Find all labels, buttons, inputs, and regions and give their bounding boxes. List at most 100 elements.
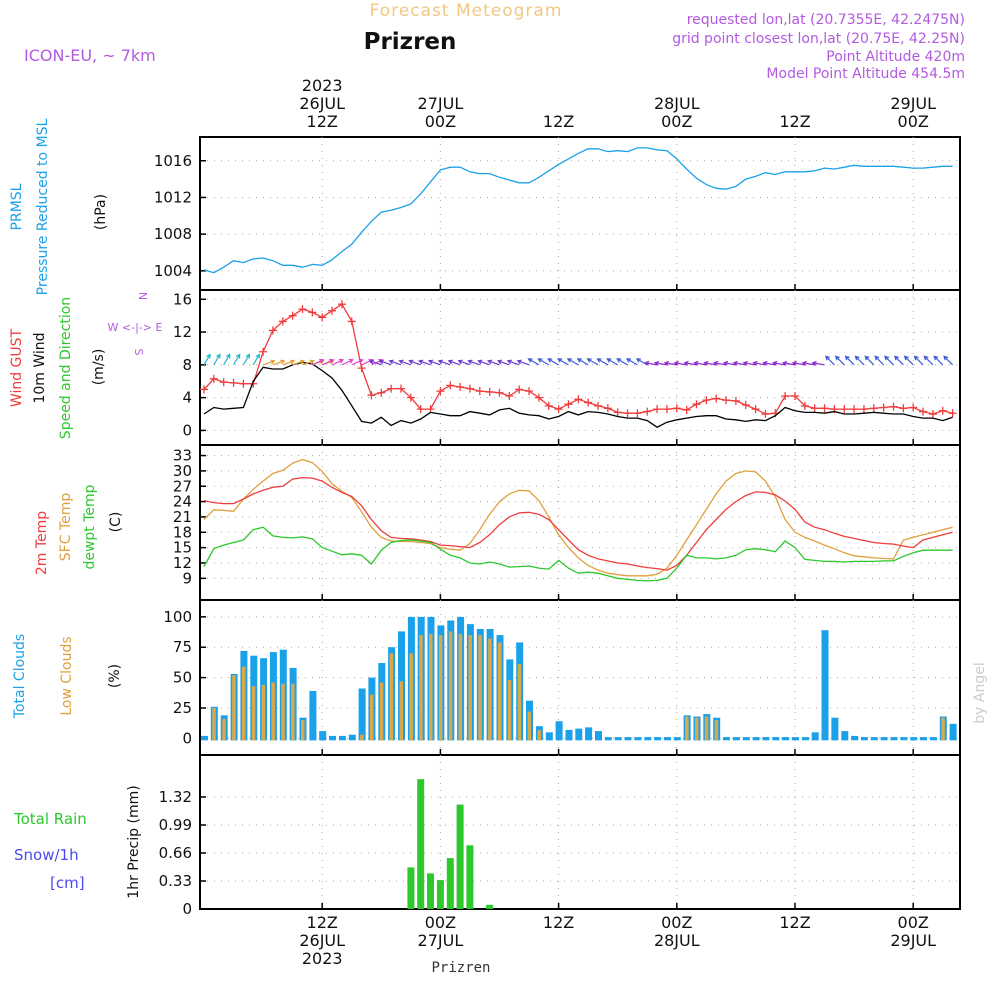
wind-arrow-head (527, 358, 533, 363)
pressure-line (203, 147, 953, 274)
wind-arrow (438, 360, 451, 366)
total-cloud-bar (821, 630, 829, 741)
wind-arrow-head (663, 360, 669, 366)
gust-marker (702, 396, 711, 405)
wind-arrow-head (844, 355, 850, 361)
wind-arrow (802, 362, 815, 366)
gust-marker (889, 402, 898, 411)
low-cloud-bar (714, 720, 719, 741)
grid-coords: grid point closest lon,lat (20.75E, 42.2… (672, 31, 965, 47)
gust-marker (928, 410, 937, 419)
gust-marker (298, 305, 307, 314)
low-cloud-bar (222, 718, 226, 741)
wind-arrow-head (408, 359, 414, 365)
low-cloud-bar (409, 653, 413, 741)
wind-arrow-head (319, 358, 325, 364)
low-cloud-bar (379, 682, 384, 741)
gust-marker (899, 404, 908, 413)
gust-marker (328, 306, 337, 315)
wind-arrow-head (586, 358, 592, 363)
gust-marker (367, 391, 376, 400)
total-cloud-bar (338, 735, 346, 741)
total-cloud-bar (929, 737, 937, 741)
y-tick-label: 1008 (154, 225, 192, 243)
gust-marker (879, 403, 888, 412)
gust-marker (347, 317, 356, 326)
rain-bar (466, 845, 474, 909)
bottom-axis-label: 12Z (543, 913, 574, 932)
low-cloud-bar (389, 653, 394, 741)
wind-arrow-head (270, 359, 276, 365)
wind-arrow (674, 362, 687, 366)
total-cloud-bar (329, 735, 336, 741)
bottom-axis-label: 00Z (661, 913, 692, 932)
gust-marker (682, 405, 691, 414)
gust-marker (219, 378, 228, 387)
gust-marker (859, 405, 868, 414)
gust-marker (288, 311, 297, 320)
gust-marker (800, 401, 809, 410)
low-cloud-bar (448, 631, 453, 741)
gust-marker (377, 388, 386, 397)
wind-arrow (341, 359, 354, 366)
gust-marker (318, 313, 327, 322)
gust-marker (465, 384, 474, 393)
wind-arrow (626, 358, 638, 366)
gust-label: Wind GUST (9, 328, 25, 407)
wind-arrow-head (437, 359, 443, 365)
top-axis-label: 00Z (898, 112, 929, 131)
total-cloud-bar (910, 737, 918, 741)
y-tick-label: 0.33 (159, 872, 192, 890)
wind-arrow-head (791, 360, 797, 366)
y-tick-label: 9 (182, 569, 192, 587)
wind-arrow-head (427, 359, 434, 365)
wind-arrow (223, 354, 231, 366)
wind-arrow-head (487, 359, 493, 365)
gust-marker (456, 382, 465, 391)
point-altitude: Point Altitude 420m (826, 49, 965, 65)
low-cloud-bar (419, 635, 423, 741)
wind-arrow (704, 362, 717, 366)
wind-arrow (517, 360, 530, 366)
wind-arrow-head (834, 355, 840, 361)
wind-arrow-head (290, 359, 296, 365)
wind-arrow-head (576, 358, 582, 363)
wind-arrow (864, 355, 875, 366)
y-tick-label: 75 (173, 638, 192, 656)
low-cloud-bar (369, 694, 374, 741)
total-clouds-label: Total Clouds (12, 634, 28, 719)
dewpt-label: dewpt Temp (82, 484, 98, 569)
wind-arrow-head (811, 360, 817, 366)
gust-marker (564, 400, 573, 409)
gust-marker (633, 409, 642, 418)
total-cloud-bar (880, 737, 888, 741)
wind-arrow-head (299, 359, 306, 365)
gust-marker (731, 396, 740, 405)
rain-bar (436, 880, 444, 909)
rain-bar (407, 867, 415, 909)
y-tick-label: 0 (182, 729, 192, 747)
gust-marker (722, 396, 731, 405)
wind-arrow-head (557, 358, 563, 363)
wind-arrow-head (547, 358, 553, 363)
wind-arrow-head (653, 360, 660, 366)
wind-arrow-head (693, 360, 699, 366)
wind-arrow (714, 362, 727, 366)
pressure-sublabel: Pressure Reduced to MSL (35, 118, 51, 295)
low-clouds-label: Low Clouds (59, 636, 75, 715)
total-cloud-bar (782, 737, 790, 741)
wind-arrow-head (752, 360, 758, 366)
gust-marker (446, 381, 455, 390)
wind-arrow-head (398, 359, 404, 365)
super-title: Forecast Meteogram (370, 1, 563, 21)
low-cloud-bar (438, 635, 443, 741)
gust-marker (534, 393, 543, 402)
low-cloud-bar (261, 684, 266, 741)
total-cloud-bar (319, 731, 327, 741)
wind-arrow-head (874, 355, 880, 361)
wind-arrow-head (722, 360, 729, 366)
wind-arrow (914, 355, 924, 366)
wind-arrow (487, 360, 500, 366)
pressure-panel-labels: PRMSL Pressure Reduced to MSL (hPa) (9, 118, 109, 295)
